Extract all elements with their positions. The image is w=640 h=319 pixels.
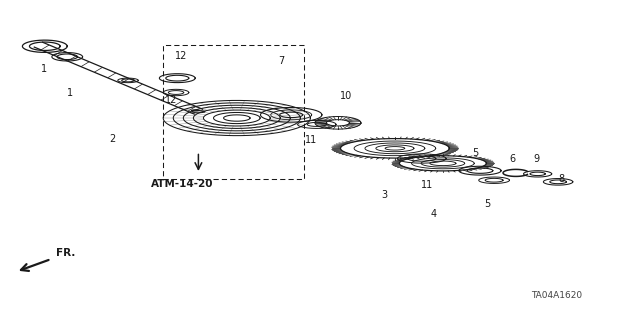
Text: TA04A1620: TA04A1620 — [531, 291, 582, 300]
Text: 12: 12 — [175, 51, 188, 61]
Text: ATM-14-20: ATM-14-20 — [151, 179, 214, 189]
Text: FR.: FR. — [56, 249, 76, 258]
Text: 10: 10 — [339, 91, 352, 101]
Bar — [163, 45, 304, 179]
Text: 6: 6 — [509, 154, 515, 165]
Text: 8: 8 — [559, 174, 565, 184]
Text: 11: 11 — [421, 180, 434, 190]
Text: 12: 12 — [165, 95, 178, 106]
Text: 5: 5 — [484, 199, 491, 209]
Text: 9: 9 — [533, 154, 540, 165]
Text: 1: 1 — [67, 87, 74, 98]
Text: 11: 11 — [305, 135, 317, 145]
Text: 3: 3 — [381, 189, 387, 200]
Text: 7: 7 — [278, 56, 285, 66]
Text: 4: 4 — [431, 209, 437, 219]
Text: 5: 5 — [472, 148, 478, 158]
Text: 1: 1 — [40, 63, 47, 74]
Text: 2: 2 — [109, 134, 115, 144]
